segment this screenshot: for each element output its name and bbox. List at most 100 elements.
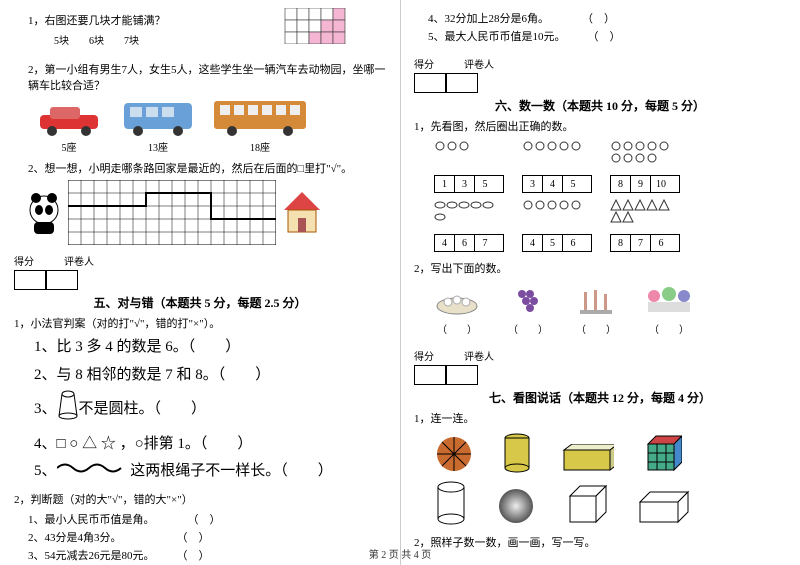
score-boxes — [414, 365, 786, 385]
write-blank[interactable]: （ ） — [644, 321, 694, 336]
count-row1: 1353458910 — [434, 140, 786, 193]
cone-icon — [57, 390, 79, 430]
score-boxes — [414, 73, 786, 93]
write-item-family: （ ） — [644, 282, 694, 336]
num-cell: 8 — [611, 176, 631, 192]
write-blank[interactable]: （ ） — [508, 321, 548, 336]
shape-cube — [564, 482, 608, 526]
shape-cuboid — [636, 490, 692, 526]
score-label: 得分 — [414, 56, 434, 71]
shape-basketball — [434, 434, 474, 474]
s6-q1: 1，先看图，然后圈出正确的数。 — [414, 118, 786, 134]
num-cell: 1 — [435, 176, 455, 192]
q2-label: 2，第一小组有男生7人，女生5人，这些学生坐一辆汽车去动物园，坐哪一辆车比较合适… — [28, 61, 386, 93]
grader-box[interactable] — [446, 73, 478, 93]
num-cell: 4 — [523, 235, 543, 251]
top-shapes — [434, 432, 786, 474]
judge2-sub: 2、43分是4角3分。 （ ） — [28, 529, 386, 545]
write-row: （ ） （ ） （ ） （ ） — [434, 282, 786, 336]
grader-box[interactable] — [446, 365, 478, 385]
vehicle-minibus: 13座 — [120, 97, 196, 154]
s5-item3: 3、不是圆柱。（ ） — [34, 390, 386, 430]
num-cell: 6 — [455, 235, 475, 251]
grader-label: 评卷人 — [64, 253, 94, 268]
score-box[interactable] — [414, 73, 446, 93]
s7-q1: 1，连一连。 — [414, 410, 786, 426]
num-cell: 4 — [543, 176, 563, 192]
num-cell: 7 — [475, 235, 495, 251]
vehicle-bus: 18座 — [212, 97, 308, 154]
cont-item: 5、最大人民币币值是10元。 （ ） — [428, 28, 786, 44]
page-footer: 第 2 页 共 4 页 — [0, 546, 800, 561]
judge2-label: 2，判断题（对的大"√"，错的大"×"） — [14, 491, 386, 507]
num-cell: 5 — [475, 176, 495, 192]
grid-icon — [68, 180, 276, 245]
num-box: 345 — [522, 175, 592, 193]
section6-title: 六、数一数（本题共 10 分，每题 5 分） — [414, 97, 786, 114]
wave-icon — [57, 459, 127, 485]
write-blank[interactable]: （ ） — [434, 321, 480, 336]
num-box: 8910 — [610, 175, 680, 193]
num-cell: 5 — [563, 176, 583, 192]
seats-label: 13座 — [120, 139, 196, 154]
num-cell: 8 — [611, 235, 631, 251]
grader-box[interactable] — [46, 270, 78, 290]
house-icon — [280, 188, 324, 238]
q3-label: 2、想一想，小明走哪条路回家是最近的，然后在后面的□里打"√"。 — [28, 160, 386, 176]
vehicles-row: 5座 13座 18座 — [34, 97, 386, 154]
num-box: 467 — [434, 234, 504, 252]
score-box[interactable] — [14, 270, 46, 290]
s5-item5: 5、 这两根绳子不一样长。（ ） — [34, 459, 386, 485]
count-row2: 467456876 — [434, 199, 786, 252]
write-item-grapes: （ ） — [508, 282, 548, 336]
score-box[interactable] — [414, 365, 446, 385]
s5-item4: 4、□ ○ △ ☆ ，○排第 1。（ ） — [34, 432, 386, 458]
num-cell: 6 — [563, 235, 583, 251]
q1-opt: 5块 — [54, 32, 69, 47]
num-cell: 6 — [651, 235, 671, 251]
num-cell: 3 — [523, 176, 543, 192]
s6-q2: 2，写出下面的数。 — [414, 260, 786, 276]
s5-intro: 1，小法官判案（对的打"√"，错的打"×"）。 — [14, 315, 386, 331]
seats-label: 5座 — [34, 139, 104, 154]
count-item: 467 — [434, 199, 504, 252]
num-box: 456 — [522, 234, 592, 252]
shape-cylinder — [434, 480, 468, 526]
score-boxes — [14, 270, 386, 290]
cont-list: 4、32分加上28分是6角。 （ ） 5、最大人民币币值是10元。 （ ） — [428, 10, 786, 44]
section5-title: 五、对与错（本题共 5 分，每题 2.5 分） — [14, 294, 386, 311]
score-label: 得分 — [14, 253, 34, 268]
shape-can — [502, 432, 532, 474]
count-item: 456 — [522, 199, 592, 252]
write-item-candles: （ ） — [576, 282, 616, 336]
num-cell: 9 — [631, 176, 651, 192]
score-row: 得分 评卷人 — [14, 253, 386, 268]
section7-title: 七、看图说话（本题共 12 分，每题 4 分） — [414, 389, 786, 406]
panda-icon — [24, 188, 64, 238]
s5-item1: 1、比 3 多 4 的数是 6。（ ） — [34, 335, 386, 361]
num-box: 876 — [610, 234, 680, 252]
num-cell: 10 — [651, 176, 671, 192]
right-column: 4、32分加上28分是6角。 （ ） 5、最大人民币币值是10元。 （ ） 得分… — [400, 0, 800, 565]
num-cell: 4 — [435, 235, 455, 251]
num-cell: 3 — [455, 176, 475, 192]
path-grid — [24, 180, 386, 245]
cont-item: 4、32分加上28分是6角。 （ ） — [428, 10, 786, 26]
grader-label: 评卷人 — [464, 348, 494, 363]
grid-puzzle — [270, 8, 360, 44]
score-row: 得分 评卷人 — [414, 56, 786, 71]
num-cell: 7 — [631, 235, 651, 251]
count-item: 345 — [522, 140, 592, 193]
num-cell: 5 — [543, 235, 563, 251]
write-blank[interactable]: （ ） — [576, 321, 616, 336]
score-row: 得分 评卷人 — [414, 348, 786, 363]
s5-item2: 2、与 8 相邻的数是 7 和 8。（ ） — [34, 363, 386, 389]
q1-opt: 6块 — [89, 32, 104, 47]
count-item: 8910 — [610, 140, 680, 193]
count-item: 135 — [434, 140, 504, 193]
shape-box — [560, 444, 614, 474]
grader-label: 评卷人 — [464, 56, 494, 71]
write-item-eggs: （ ） — [434, 286, 480, 336]
vehicle-car: 5座 — [34, 103, 104, 154]
shape-rubik — [642, 434, 682, 474]
